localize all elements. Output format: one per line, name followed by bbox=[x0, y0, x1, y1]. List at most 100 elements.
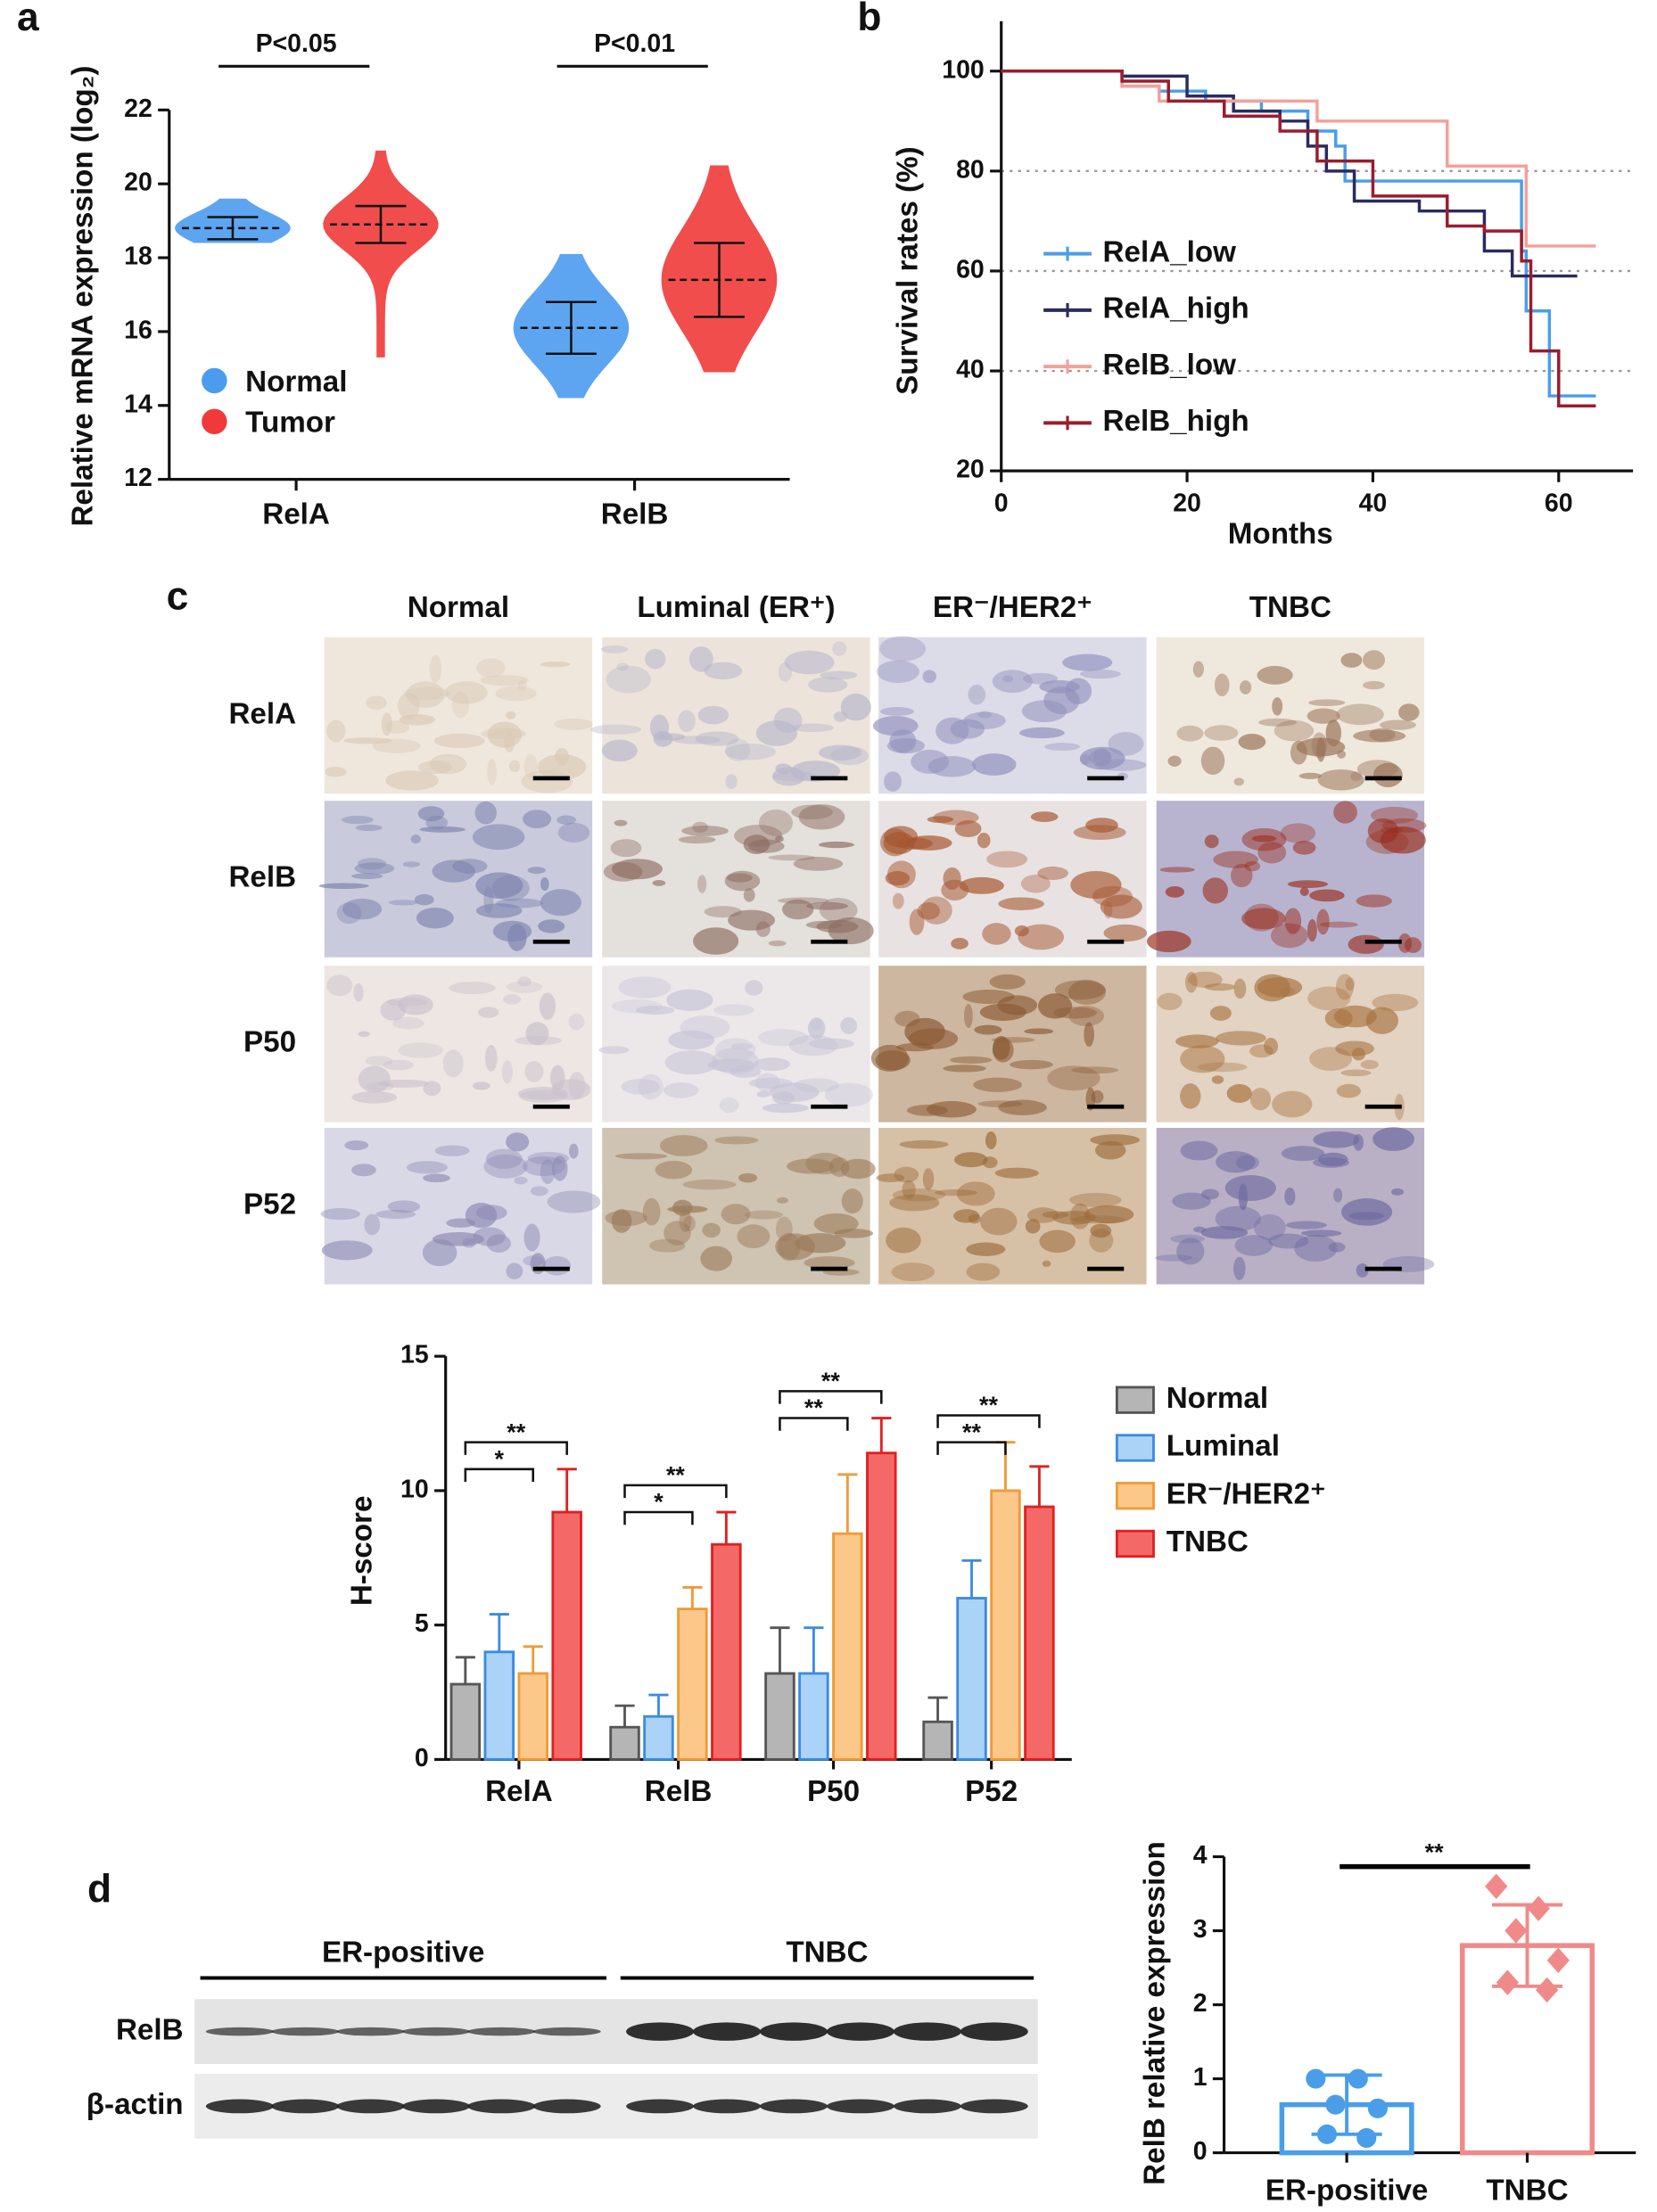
blot-band bbox=[826, 2022, 894, 2041]
tissue-spot bbox=[1313, 1131, 1360, 1148]
bar bbox=[832, 1532, 863, 1761]
tissue-spot bbox=[768, 854, 816, 861]
tissue-spot bbox=[1224, 1175, 1276, 1202]
tissue-spot bbox=[527, 867, 546, 875]
tissue-spot bbox=[1234, 1235, 1274, 1256]
sig-bracket bbox=[936, 1441, 1007, 1455]
blot-band bbox=[893, 2022, 961, 2041]
tissue-spot bbox=[1249, 1088, 1272, 1111]
blot-band bbox=[626, 2022, 694, 2041]
sig-bracket bbox=[623, 1510, 694, 1525]
tissue-spot bbox=[908, 1028, 959, 1049]
blot-band bbox=[759, 2022, 828, 2041]
tissue-spot bbox=[1215, 1205, 1261, 1231]
tissue-spot bbox=[892, 1188, 946, 1202]
tissue-spot bbox=[704, 662, 743, 680]
tissue-spot bbox=[1373, 762, 1403, 788]
legend-label: Luminal bbox=[1166, 1430, 1280, 1463]
tissue-spot bbox=[1204, 835, 1219, 849]
tissue-spot bbox=[402, 861, 420, 868]
tissue-spot bbox=[381, 712, 392, 736]
tissue-spot bbox=[523, 753, 538, 778]
tissue-spot bbox=[1363, 650, 1385, 670]
tissue-spot bbox=[1324, 1008, 1353, 1029]
tissue-spot bbox=[1348, 1212, 1385, 1221]
bar bbox=[449, 1682, 482, 1761]
tissue-spot bbox=[1193, 1226, 1206, 1233]
tissue-spot bbox=[1090, 1223, 1112, 1238]
y-tick-label: 60 bbox=[956, 255, 985, 284]
tissue-spot bbox=[697, 875, 707, 893]
blot-band bbox=[336, 2099, 405, 2114]
x-tick-label: RelA bbox=[485, 1775, 553, 1808]
tissue-spot bbox=[473, 1227, 507, 1246]
tissue-spot bbox=[525, 1022, 549, 1046]
survival-curve bbox=[1001, 70, 1596, 248]
tissue-spot bbox=[1272, 696, 1283, 716]
y-axis-label: Survival rates (%) bbox=[892, 146, 925, 395]
tissue-spot bbox=[1176, 725, 1204, 742]
data-point bbox=[1356, 2127, 1377, 2149]
tissue-spot bbox=[943, 1065, 986, 1073]
tissue-spot bbox=[1307, 918, 1317, 942]
row-label: RelB bbox=[228, 861, 296, 894]
tissue-spot bbox=[372, 738, 421, 753]
tissue-spot bbox=[600, 645, 629, 654]
tissue-spot bbox=[979, 1207, 1018, 1236]
tissue-spot bbox=[994, 1167, 1039, 1179]
tissue-spot bbox=[1292, 840, 1316, 855]
y-tick-label: 1 bbox=[1193, 2063, 1208, 2092]
y-tick-label: 80 bbox=[956, 155, 985, 184]
sig-label: ** bbox=[962, 1418, 981, 1445]
tissue-spot bbox=[1340, 653, 1363, 668]
x-tick-label: P50 bbox=[807, 1775, 860, 1808]
tissue-spot bbox=[521, 769, 573, 794]
tissue-spot bbox=[1309, 889, 1345, 902]
tissue-spot bbox=[1211, 1075, 1224, 1084]
tissue-spot bbox=[804, 1256, 855, 1270]
tissue-spot bbox=[537, 753, 587, 780]
tissue-spot bbox=[818, 841, 854, 849]
tissue-spot bbox=[1257, 842, 1287, 864]
legend-label: RelB_low bbox=[1103, 349, 1237, 382]
tissue-spot bbox=[807, 1017, 826, 1040]
data-point bbox=[1504, 1918, 1528, 1944]
y-tick-label: 18 bbox=[124, 243, 153, 271]
tissue-spot bbox=[986, 851, 1028, 868]
tissue-spot bbox=[1204, 725, 1239, 741]
tissue-spot bbox=[1309, 1047, 1352, 1071]
tissue-spot bbox=[683, 1215, 696, 1232]
tissue-spot bbox=[962, 989, 1015, 1004]
tissue-spot bbox=[775, 835, 784, 843]
tissue-spot bbox=[1244, 860, 1261, 872]
tissue-spot bbox=[820, 670, 858, 680]
row-label: RelB bbox=[116, 2013, 184, 2046]
tissue-spot bbox=[745, 980, 763, 996]
tissue-spot bbox=[517, 679, 527, 692]
tissue-spot bbox=[1298, 772, 1322, 779]
tissue-spot bbox=[429, 654, 441, 684]
bar bbox=[483, 1650, 515, 1761]
data-point bbox=[1325, 2094, 1346, 2115]
tissue-spot bbox=[1030, 811, 1059, 822]
tissue-spot bbox=[816, 919, 859, 933]
tissue-spot bbox=[1226, 1083, 1252, 1103]
blot-band bbox=[467, 2099, 536, 2114]
tissue-spot bbox=[354, 862, 395, 875]
tissue-spot bbox=[485, 1148, 523, 1170]
tissue-spot bbox=[1019, 727, 1065, 739]
tissue-spot bbox=[1092, 748, 1111, 767]
tissue-spot bbox=[1068, 979, 1106, 1005]
tissue-spot bbox=[1372, 993, 1419, 1012]
tissue-spot bbox=[385, 770, 440, 791]
tissue-spot bbox=[964, 1003, 973, 1028]
tissue-spot bbox=[666, 989, 713, 1011]
tissue-spot bbox=[1290, 740, 1307, 765]
tissue-spot bbox=[589, 724, 642, 735]
data-point bbox=[1306, 2068, 1326, 2089]
tissue-spot bbox=[1284, 908, 1302, 934]
tissue-spot bbox=[883, 832, 915, 855]
y-tick-label: 5 bbox=[415, 1609, 429, 1638]
tissue-spot bbox=[1353, 1134, 1364, 1151]
blot-band bbox=[759, 2099, 828, 2114]
